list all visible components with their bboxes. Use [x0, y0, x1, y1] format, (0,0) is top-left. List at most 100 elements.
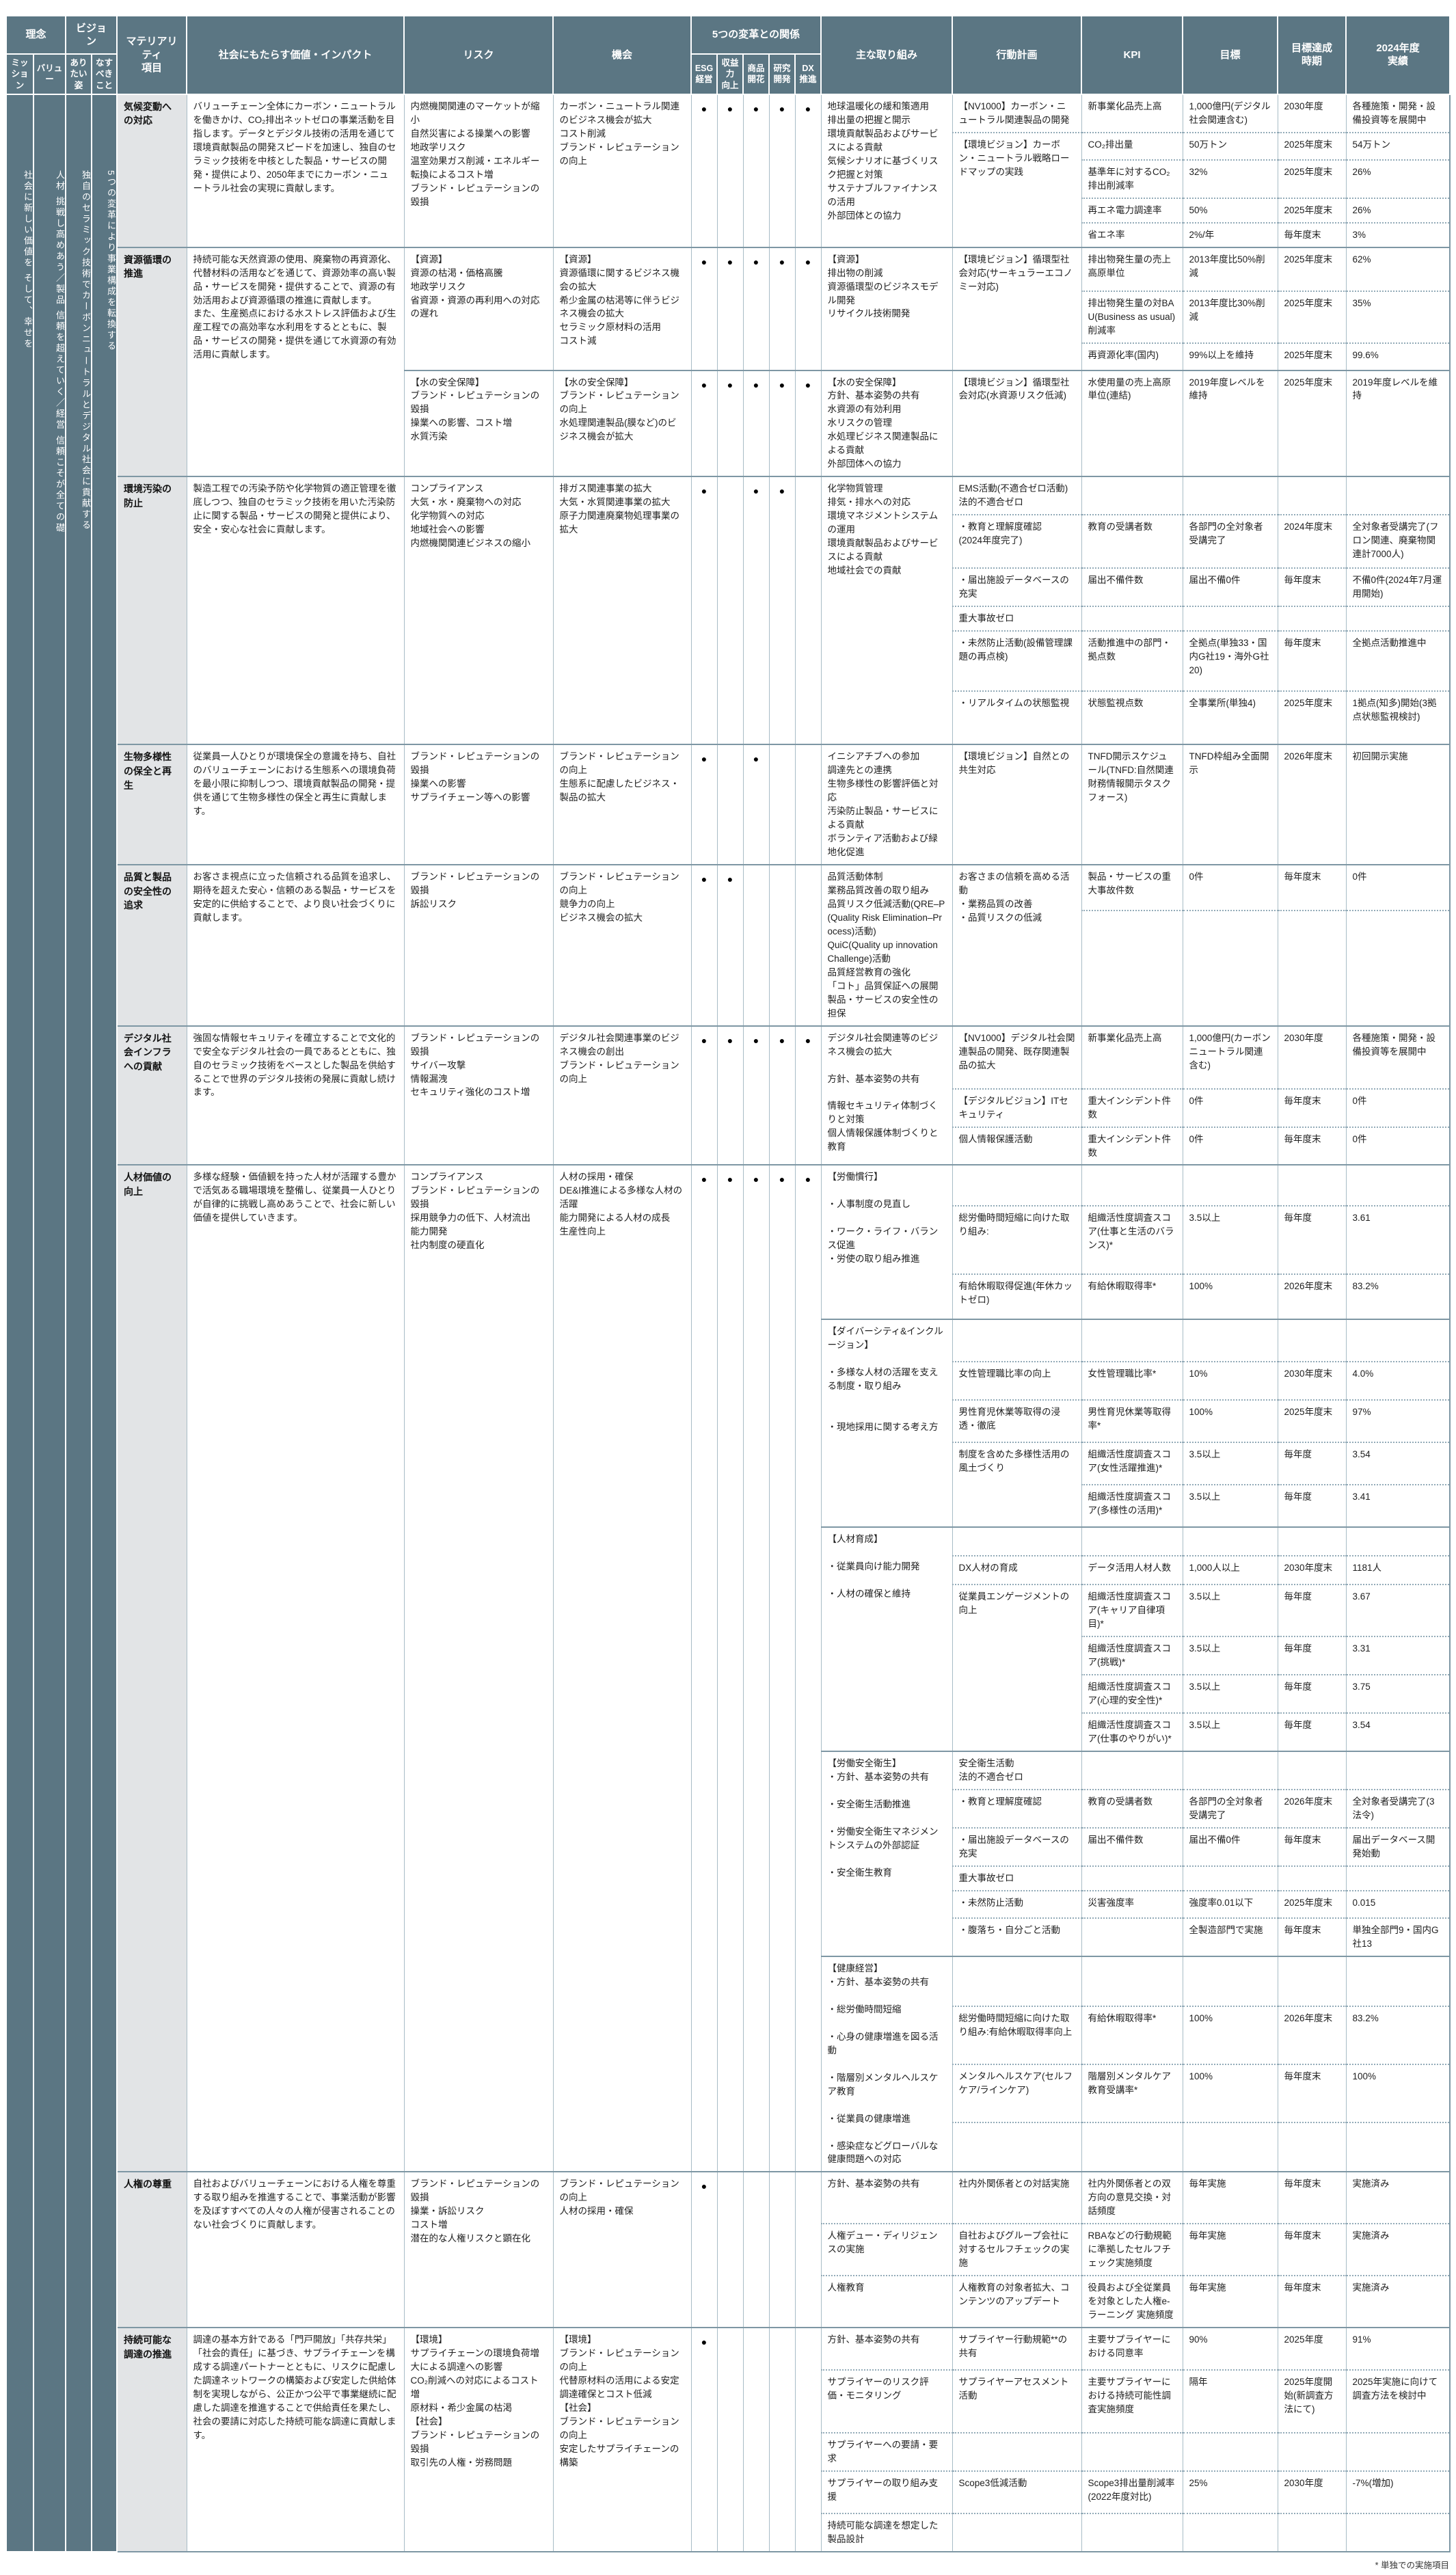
relation-dot-cell: [794, 744, 822, 865]
kpi-cell: [1081, 1917, 1183, 1956]
initiatives-cell: 品質活動体制 業務品質改善の取り組み 品質リスク低減活動(QRE–P(Quali…: [820, 863, 953, 1026]
kpi-cell: 水使用量の売上高原単位(連結): [1081, 369, 1183, 477]
action-plan-cell: 女性管理職比率の向上: [952, 1361, 1082, 1401]
table-row: [6, 2121, 1451, 2172]
opportunity-cell: 排ガス関連事業の拡大 大気・水質関連事業の拡大 原子力関連廃棄物処理事業の拡大: [552, 476, 692, 745]
action-plan-cell: お客さまの信頼を高める活動 ・業務品質の改善 ・品質リスクの低減: [952, 863, 1082, 1026]
kpi-cell: 届出不備件数: [1081, 1827, 1183, 1866]
action-plan-cell: 男性育児休業等取得の浸透・徹底: [952, 1399, 1082, 1443]
initiatives-cell: 人権教育: [820, 2275, 953, 2328]
column-header: マテリアリティ 項目: [116, 15, 188, 95]
kpi-cell: [1081, 1751, 1183, 1790]
impact-cell: 強固な情報セキュリティを確立することで文化的で安全なデジタル社会の一員であるとと…: [186, 1025, 405, 1165]
result-cell: 99.6%: [1345, 342, 1451, 370]
deadline-cell: 毎年度末: [1277, 221, 1347, 247]
kpi-cell: データ活用人材人数: [1081, 1555, 1183, 1585]
result-cell: 2019年度レベルを維持: [1345, 369, 1451, 477]
column-header: 2024年度 実績: [1345, 15, 1451, 95]
relation-dot-cell: ●: [690, 369, 718, 477]
deadline-cell: 2025年度末: [1277, 342, 1347, 370]
deadline-cell: 毎年度: [1277, 1636, 1347, 1675]
action-plan-cell: 重大事故ゼロ: [952, 606, 1082, 632]
kpi-cell: 再エネ電力調達率: [1081, 197, 1183, 223]
relation-dot-cell: ●: [794, 246, 822, 370]
relation-dot-cell: ●: [768, 1164, 796, 2172]
kpi-cell: RBAなどの行動規範に準拠したセルフチェック実施頻度: [1081, 2223, 1183, 2276]
result-cell: [1345, 476, 1451, 515]
philosophy-bar: 人材 挑戦し高めあう／製品 信頼を超えていく／経営 信頼こそが全ての礎: [32, 93, 67, 2553]
result-cell: 実施済み: [1345, 2171, 1451, 2224]
deadline-cell: [1277, 2513, 1347, 2552]
opportunity-cell: ブランド・レピュテーションの向上 人材の採用・確保: [552, 2171, 692, 2328]
header-row: 理念 ビジョン マテリアリティ 項目 社会にもたらす価値・インパクト リスク 機会 5つの変…: [5, 15, 1451, 95]
target-cell: 10%: [1182, 1361, 1278, 1401]
philosophy-bar: 5つの変革により事業構成を転換する: [91, 93, 118, 2553]
relation-dot-cell: ●: [690, 246, 718, 370]
initiatives-cell: サプライヤーのリスク評価・モニタリング: [820, 2369, 953, 2434]
result-cell: 35%: [1345, 290, 1451, 343]
deadline-cell: 2025年度: [1277, 2327, 1347, 2371]
relation-dot-cell: ●: [690, 2171, 718, 2328]
initiatives-cell: 【人材育成】 ・従業員向け能力開発 ・人材の確保と維持: [820, 1526, 953, 1752]
kpi-cell: 有給休暇取得率*: [1081, 1273, 1183, 1320]
relation-dot-cell: ●: [690, 744, 718, 865]
target-cell: 100%: [1182, 2005, 1278, 2064]
kpi-cell: TNFD開示スケジュール(TNFD:自然関連財務情報開示タスクフォース): [1081, 744, 1183, 865]
result-cell: 1181人: [1345, 1555, 1451, 1585]
kpi-cell: 新事業化品売上高: [1081, 1025, 1183, 1089]
target-cell: [1182, 1164, 1278, 1206]
risk-cell: ブランド・レピュテーションの毀損 訴訟リスク: [403, 863, 554, 1026]
table-row: 持続可能な調達の推進 調達の基本方針である「門戸開放」「共存共栄」「社会的責任」に…: [6, 2327, 1451, 2552]
opportunity-cell: 【水の安全保障】 ブランド・レピュテーションの向上 水処理関連製品(膜など)のビ…: [552, 369, 692, 477]
table-row: 総労働時間短縮に向けた取り組み:有給休暇取得率向上 有給休暇取得率* 100% 202…: [6, 2005, 1451, 2064]
table-row: 排出物発生量の対BAU(Business as usual)削減率 2013年度比…: [6, 290, 1451, 343]
relation-dot-cell: ●: [690, 863, 718, 1026]
target-cell: TNFD枠組み全面開示: [1182, 744, 1278, 865]
kpi-cell: 組織活性度調査スコア(心理的安全性)*: [1081, 1674, 1183, 1714]
kpi-cell: [1081, 1319, 1183, 1362]
table-row: 生物多様性の保全と再生 従業員一人ひとりが環境保全の意識を持ち、自社のバリューチェ…: [6, 744, 1451, 865]
table-row: 有給休暇取得促進(年休カットゼロ) 有給休暇取得率* 100% 2026年度末 83.2…: [6, 1273, 1451, 1320]
deadline-cell: [1277, 476, 1347, 515]
target-cell: 全製造部門で実施: [1182, 1917, 1278, 1956]
target-cell: [1182, 476, 1278, 515]
initiatives-cell: 方針、基本姿勢の共有: [820, 2171, 953, 2224]
relation-dot-cell: ●: [768, 1025, 796, 1165]
initiatives-cell: 持続可能な調達を想定した製品設計: [820, 2513, 953, 2552]
table-row: 【ダイバーシティ&インクルージョン】 ・多様な人材の活躍を支える制度・取り組み …: [6, 1319, 1451, 1528]
action-plan-cell: Scope3低減活動: [952, 2470, 1082, 2514]
target-cell: 各部門の全対象者受講完了: [1182, 1789, 1278, 1829]
table-row: 人権の尊重 自社およびバリューチェーンにおける人権を尊重する取り組みを推進すること…: [6, 2171, 1451, 2328]
kpi-cell: 重大インシデント件数: [1081, 1088, 1183, 1127]
kpi-cell: 役員および全従業員を対象とした人権e-ラーニング 実施頻度: [1081, 2275, 1183, 2328]
table-row: [6, 910, 1451, 1026]
deadline-cell: 毎年度末: [1277, 1917, 1347, 1956]
table-row: 男性育児休業等取得の浸透・徹底 男性育児休業等取得率* 100% 2025年度末 97%: [6, 1399, 1451, 1443]
kpi-cell: 活動推進中の部門・拠点数: [1081, 630, 1183, 692]
target-cell: 届出不備0件: [1182, 1827, 1278, 1866]
table-row: 女性管理職比率の向上 女性管理職比率* 10% 2030年度末 4.0%: [6, 1361, 1451, 1401]
initiatives-cell: 【資源】 排出物の削減 資源循環型のビジネスモデル開発 リサイクル技術開発: [820, 246, 953, 370]
action-plan-cell: ・届出施設データベースの充実: [952, 1827, 1082, 1866]
relation-dot-cell: ●: [716, 1164, 744, 2172]
deadline-cell: 2026年度末: [1277, 2005, 1347, 2064]
result-cell: 2025年実施に向けて調査方法を検討中: [1345, 2369, 1451, 2434]
column-header: 社会にもたらす価値・インパクト: [186, 15, 405, 95]
relation-dot-cell: [794, 2327, 822, 2552]
target-cell: 隔年: [1182, 2369, 1278, 2434]
target-cell: 強度率0.01以下: [1182, 1889, 1278, 1918]
kpi-cell: 再資源化率(国内): [1081, 342, 1183, 370]
initiatives-cell: 【ダイバーシティ&インクルージョン】 ・多様な人材の活躍を支える制度・取り組み …: [820, 1319, 953, 1528]
deadline-cell: [1277, 1319, 1347, 1362]
risk-cell: コンプライアンス 大気・水・廃棄物への対応 化学物質への対応 地域社会への影響 …: [403, 476, 554, 745]
action-plan-cell: 【環境ビジョン】自然との共生対応: [952, 744, 1082, 865]
target-cell: [1182, 910, 1278, 1026]
deadline-cell: 毎年度: [1277, 1205, 1347, 1275]
column-header: 5つの変革との関係: [690, 15, 822, 55]
impact-cell: 持続可能な天然資源の使用、廃棄物の再資源化、代替材料の活用などを通じて、資源効率…: [186, 246, 405, 477]
deadline-cell: [1277, 1164, 1347, 1206]
result-cell: [1345, 606, 1451, 632]
result-cell: 83.2%: [1345, 2005, 1451, 2064]
action-plan-cell: 自社およびグループ会社に対するセルフチェックの実施: [952, 2223, 1082, 2276]
